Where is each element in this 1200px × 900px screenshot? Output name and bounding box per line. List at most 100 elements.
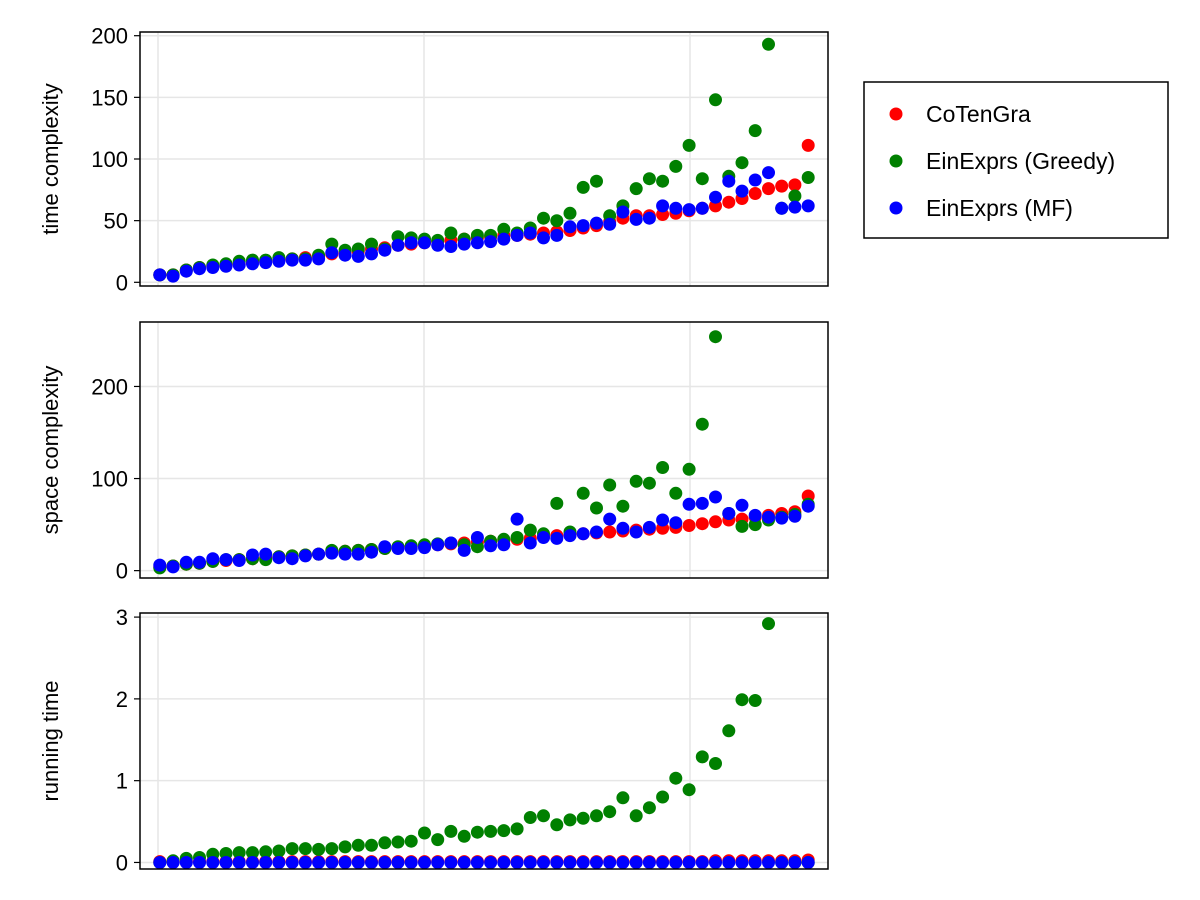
data-point [179,264,193,278]
data-point [762,856,775,869]
data-point [470,236,484,250]
data-point [312,547,326,561]
data-point [404,856,418,869]
legend-marker [889,154,903,168]
data-point [722,856,736,869]
data-point [391,542,405,555]
data-point [259,256,273,270]
data-point [642,211,656,225]
data-point [669,771,683,785]
data-point [232,258,246,272]
data-point [193,555,206,569]
data-point [537,809,550,823]
data-point [616,856,630,869]
data-point [179,856,193,869]
data-point [616,499,630,513]
data-point [232,846,246,860]
data-point [629,525,643,539]
y-tick-label: 200 [91,24,128,49]
data-point [246,257,259,271]
data-point [669,201,683,215]
data-point [748,173,762,187]
data-point [484,824,498,838]
y-axis-label: running time [38,680,63,801]
data-point [285,552,299,566]
data-point [563,856,577,869]
data-point [484,539,498,553]
data-point [431,238,445,252]
data-point [550,214,564,228]
data-point [365,247,378,261]
data-point [775,856,789,869]
data-point [603,856,617,869]
data-point [537,856,550,869]
data-point [365,545,378,559]
data-point [682,519,696,532]
data-point [272,254,286,268]
data-point [246,548,259,562]
data-point [351,547,365,561]
y-tick-label: 0 [116,559,128,584]
data-point [298,842,312,856]
data-point [153,856,167,869]
data-point [298,549,312,563]
data-point [272,856,286,869]
data-point [298,856,312,869]
data-point [629,182,643,196]
data-point [748,508,762,522]
data-point [748,124,762,138]
plot-frame [139,321,829,579]
data-point [550,228,564,242]
data-point [312,252,326,266]
data-point [523,226,537,240]
data-point [206,552,220,566]
data-point [656,461,670,474]
data-point [576,527,590,541]
legend: CoTenGra EinExprs (Greedy) EinExprs (MF) [863,81,1169,239]
data-point [695,496,709,510]
data-point [695,172,709,186]
data-point [470,531,484,544]
series-einexprs-mf- [153,166,815,283]
data-point [259,845,273,859]
data-point [418,236,431,250]
data-point [735,519,749,533]
data-point [563,206,577,220]
data-point [775,179,789,193]
data-point [523,523,537,537]
data-point [629,212,643,226]
data-point [497,232,511,246]
data-point [444,226,458,240]
data-point [801,171,815,184]
data-point [576,811,590,825]
data-point [166,269,180,283]
data-point [695,856,709,869]
data-point [444,536,458,550]
data-point [735,693,749,707]
legend-box [863,81,1169,239]
data-point [510,531,524,544]
data-point [365,838,378,852]
data-point [563,529,577,543]
data-point [272,551,286,565]
data-point [219,259,233,273]
data-point [775,511,789,525]
data-point [603,512,617,526]
data-point [550,496,564,510]
y-tick-label: 1 [116,769,128,794]
data-point [153,558,167,572]
data-point [563,220,577,234]
data-point [497,222,511,236]
data-point [801,499,815,513]
data-point [259,547,273,561]
data-point [312,842,326,856]
plot-frame [139,31,829,287]
data-point [695,750,709,764]
data-point [762,617,775,631]
data-point [748,518,762,532]
data-point [682,497,696,511]
data-point [232,856,246,869]
data-point [219,553,233,567]
data-point [735,856,749,869]
data-point [656,513,670,527]
